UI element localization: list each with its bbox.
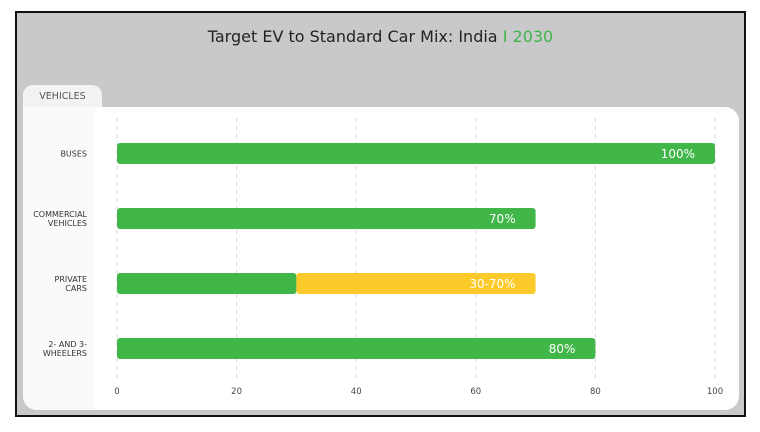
data-label: 70%	[489, 212, 516, 226]
title-text: Target EV to Standard Car Mix: India	[207, 27, 498, 46]
bar-segment	[117, 338, 596, 359]
category-label: PRIVATE	[55, 275, 88, 284]
category-column	[23, 107, 95, 410]
bar-segment	[117, 273, 297, 294]
category-label: CARS	[65, 284, 87, 293]
category-label: COMMERCIAL	[33, 210, 87, 219]
category-label: 2- AND 3-	[48, 340, 87, 349]
chart-title: Target EV to Standard Car Mix: India I 2…	[17, 27, 744, 46]
category-label: VEHICLES	[48, 219, 87, 228]
category-label: BUSES	[60, 150, 87, 159]
x-tick-label: 80	[590, 387, 601, 397]
title-accent: I 2030	[502, 27, 554, 46]
bar-segment	[117, 143, 715, 164]
bar-segment	[117, 208, 536, 229]
data-label: 100%	[661, 147, 695, 161]
data-label: 30-70%	[469, 277, 515, 291]
x-tick-label: 100	[707, 387, 723, 397]
data-label: 80%	[549, 342, 576, 356]
category-label: WHEELERS	[43, 349, 87, 358]
x-tick-label: 0	[114, 387, 119, 397]
x-tick-label: 60	[470, 387, 481, 397]
bar-segment	[296, 273, 536, 294]
x-tick-label: 40	[351, 387, 362, 397]
x-tick-label: 20	[231, 387, 242, 397]
